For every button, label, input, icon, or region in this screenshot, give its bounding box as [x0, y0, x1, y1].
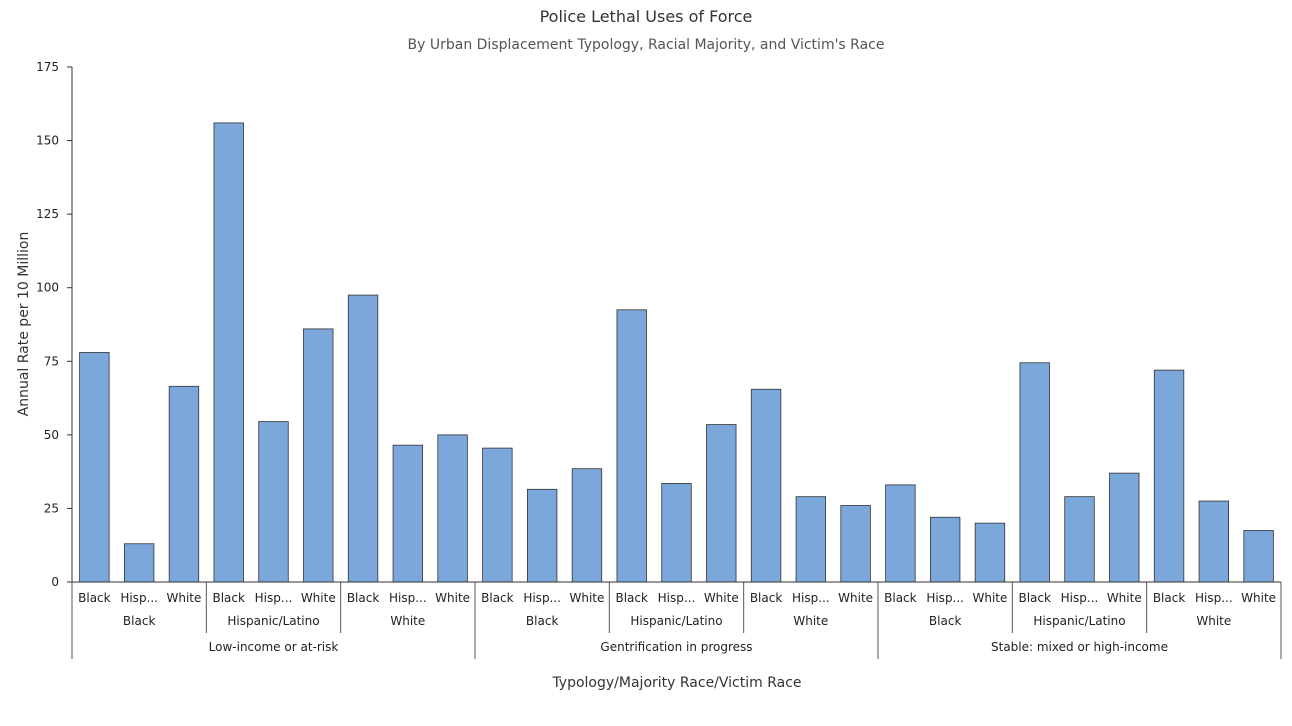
- x-victim-label: White: [435, 591, 470, 605]
- bar: [885, 484, 916, 583]
- bar: [974, 522, 1006, 583]
- bar: [1064, 496, 1095, 583]
- y-tick-label: 125: [36, 207, 59, 221]
- x-victim-label: Black: [884, 591, 917, 605]
- x-victim-label: White: [569, 591, 604, 605]
- x-axis-title: Typology/Majority Race/Victim Race: [551, 675, 801, 691]
- x-victim-label: Black: [750, 591, 783, 605]
- x-majority-label: Black: [526, 614, 559, 628]
- bars: [79, 122, 1274, 583]
- x-victim-label: White: [166, 591, 201, 605]
- bar: [1019, 362, 1050, 583]
- bar: [258, 421, 289, 583]
- x-majority-label: White: [1196, 614, 1231, 628]
- x-typology-label: Low-income or at-risk: [209, 640, 339, 654]
- bar: [929, 516, 961, 583]
- x-victim-label: Hisp...: [1061, 591, 1099, 605]
- x-victim-label: Black: [212, 591, 245, 605]
- chart-title: Police Lethal Uses of Force: [540, 7, 753, 26]
- x-majority-label: White: [793, 614, 828, 628]
- bar: [347, 294, 379, 583]
- y-tick-label: 50: [44, 428, 59, 442]
- bar: [1109, 472, 1140, 583]
- bar: [661, 483, 692, 583]
- x-victim-label: Black: [347, 591, 380, 605]
- bar: [437, 434, 468, 583]
- x-victim-label: Black: [1018, 591, 1051, 605]
- y-axis: 0 25 50 75 100 125 150 175: [36, 60, 73, 589]
- x-majority-label: Black: [123, 614, 156, 628]
- bar: [392, 444, 424, 583]
- x-axis: Black Hisp... White Black Black Hisp... White H…: [71, 581, 1282, 659]
- bar: [1153, 369, 1185, 583]
- bar: [616, 309, 647, 583]
- bar: [1243, 530, 1274, 583]
- x-victim-label: Black: [78, 591, 111, 605]
- x-victim-label: Hisp...: [926, 591, 964, 605]
- bar: [795, 496, 827, 583]
- x-typology-label: Stable: mixed or high-income: [991, 640, 1168, 654]
- x-victim-label: White: [972, 591, 1007, 605]
- x-victim-label: White: [1107, 591, 1142, 605]
- x-victim-label: White: [1241, 591, 1276, 605]
- x-majority-label: Hispanic/Latino: [1033, 614, 1125, 628]
- x-victim-label: White: [838, 591, 873, 605]
- y-tick-label: 25: [44, 501, 59, 515]
- x-majority-label: Hispanic/Latino: [630, 614, 722, 628]
- x-victim-label: Hisp...: [120, 591, 158, 605]
- x-majority-label: Black: [929, 614, 962, 628]
- bar: [1198, 500, 1230, 583]
- x-victim-label: Black: [481, 591, 514, 605]
- bar: [706, 424, 737, 583]
- x-typology-label: Gentrification in progress: [600, 640, 752, 654]
- y-tick-label: 100: [36, 281, 59, 295]
- x-victim-label: Hisp...: [255, 591, 293, 605]
- bar: [526, 488, 558, 583]
- x-victim-label: Hisp...: [389, 591, 427, 605]
- bar: [123, 543, 155, 583]
- y-tick-label: 75: [44, 354, 59, 368]
- y-axis-title: Annual Rate per 10 Million: [16, 232, 32, 417]
- bar: [750, 388, 782, 583]
- x-victim-label: Hisp...: [523, 591, 561, 605]
- bar: [79, 352, 110, 583]
- bar: [571, 468, 603, 583]
- bar: [840, 505, 871, 583]
- x-victim-label: Hisp...: [658, 591, 696, 605]
- x-majority-label: Hispanic/Latino: [227, 614, 319, 628]
- x-victim-label: Black: [615, 591, 648, 605]
- x-victim-label: Hisp...: [1195, 591, 1233, 605]
- bar: [213, 122, 244, 583]
- bar: [303, 328, 334, 583]
- bar: [482, 447, 513, 583]
- chart-subtitle: By Urban Displacement Typology, Racial M…: [408, 37, 885, 53]
- x-majority-label: White: [390, 614, 425, 628]
- x-victim-label: Black: [1153, 591, 1186, 605]
- bar: [168, 385, 200, 583]
- x-victim-label: White: [301, 591, 336, 605]
- y-tick-label: 175: [36, 60, 59, 74]
- x-victim-label: Hisp...: [792, 591, 830, 605]
- x-victim-label: White: [704, 591, 739, 605]
- y-tick-label: 0: [51, 575, 59, 589]
- y-tick-label: 150: [36, 134, 59, 148]
